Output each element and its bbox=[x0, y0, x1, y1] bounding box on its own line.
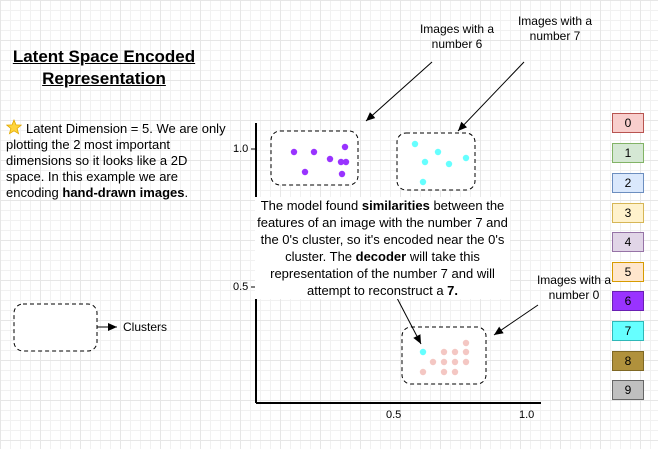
class-box-7: 7 bbox=[612, 321, 644, 341]
arrow-to-cluster-0 bbox=[493, 304, 539, 336]
cluster-7-dot bbox=[462, 154, 470, 162]
legend-clusters-label: Clusters bbox=[123, 320, 168, 334]
cluster-0-dot bbox=[462, 339, 470, 347]
cluster-6-dot bbox=[290, 148, 298, 156]
cluster-0-dot bbox=[440, 358, 448, 366]
class-label: 3 bbox=[624, 206, 632, 220]
cluster-6-box bbox=[270, 130, 359, 186]
cluster-7-box bbox=[396, 132, 476, 191]
star-icon bbox=[6, 119, 22, 135]
cluster-0-box bbox=[401, 326, 487, 385]
explanation-part-3: will take this representation of the num… bbox=[270, 249, 495, 298]
description-part-1: Latent Dimension = 5. We are only plotti… bbox=[6, 121, 226, 200]
legend-cluster-box bbox=[13, 303, 98, 352]
cluster-0-dot bbox=[451, 358, 459, 366]
y-tick-label-top: 1.0 bbox=[233, 143, 249, 155]
cluster-6-dot bbox=[301, 168, 309, 176]
y-tick-label-mid: 0.5 bbox=[233, 281, 249, 293]
annotation-images-0: Images with a number 0 bbox=[536, 273, 612, 302]
description-bold: hand-drawn images bbox=[62, 185, 185, 200]
cluster-0-dot bbox=[462, 348, 470, 356]
cluster-0-dot bbox=[440, 348, 448, 356]
class-box-3: 3 bbox=[612, 203, 644, 223]
cluster-6-dot bbox=[338, 170, 346, 178]
class-label: 5 bbox=[624, 265, 632, 279]
class-box-4: 4 bbox=[612, 232, 644, 252]
title-line-1: Latent Space Encoded bbox=[12, 47, 196, 66]
explanation-bold-similarities: similarities bbox=[361, 198, 430, 213]
class-box-1: 1 bbox=[612, 143, 644, 163]
cluster-0-dot bbox=[419, 368, 427, 376]
class-label: 8 bbox=[624, 354, 632, 368]
page-title: Latent Space Encoded Representation bbox=[0, 46, 208, 90]
class-box-0: 0 bbox=[612, 113, 644, 133]
class-box-5: 5 bbox=[612, 262, 644, 282]
x-tick-label-right: 1.0 bbox=[519, 409, 535, 421]
class-box-9: 9 bbox=[612, 380, 644, 400]
cluster-7-dot bbox=[411, 140, 419, 148]
explanation-bold-decoder: decoder bbox=[355, 249, 407, 264]
cluster-7-dot bbox=[419, 178, 427, 186]
arrow-to-outlier-7 bbox=[396, 297, 422, 345]
class-label: 6 bbox=[624, 294, 632, 308]
explanation-part-2: between the features of an image with th… bbox=[257, 198, 508, 264]
explanation-part-1: The model found bbox=[260, 198, 362, 213]
class-label: 4 bbox=[624, 235, 632, 249]
description-text: Latent Dimension = 5. We are only plotti… bbox=[6, 119, 228, 201]
class-box-2: 2 bbox=[612, 173, 644, 193]
cluster-6-dot bbox=[341, 143, 349, 151]
class-label: 7 bbox=[624, 324, 632, 338]
cluster-0-dot bbox=[440, 368, 448, 376]
cluster-6-dot bbox=[342, 158, 350, 166]
cluster-7-dot bbox=[445, 160, 453, 168]
explanation-text: The model found similarities between the… bbox=[255, 197, 510, 299]
explanation-bold-seven: 7. bbox=[447, 283, 459, 298]
cluster-6-dot bbox=[310, 148, 318, 156]
cluster-7-dot bbox=[421, 158, 429, 166]
cluster-0-dot bbox=[451, 348, 459, 356]
cluster-0-dot bbox=[462, 358, 470, 366]
description-part-2: . bbox=[184, 185, 189, 200]
annotation-images-7: Images with a number 7 bbox=[517, 14, 593, 43]
cluster-0-dot bbox=[451, 368, 459, 376]
cluster-7-dot bbox=[434, 148, 442, 156]
cluster-6-dot bbox=[337, 158, 345, 166]
cluster-0-dot bbox=[429, 358, 437, 366]
class-box-6: 6 bbox=[612, 291, 644, 311]
arrow-to-cluster-7 bbox=[457, 61, 525, 132]
outlier-7-dot bbox=[419, 348, 427, 356]
title-line-2: Representation bbox=[42, 69, 166, 88]
class-label: 1 bbox=[624, 146, 632, 160]
cluster-6-dot bbox=[326, 155, 334, 163]
class-label: 2 bbox=[624, 176, 632, 190]
arrow-to-cluster-6 bbox=[365, 61, 433, 122]
x-tick-label-mid: 0.5 bbox=[386, 409, 402, 421]
class-label: 0 bbox=[624, 116, 632, 130]
class-box-8: 8 bbox=[612, 351, 644, 371]
class-label: 9 bbox=[624, 383, 632, 397]
annotation-images-6: Images with a number 6 bbox=[419, 22, 495, 51]
